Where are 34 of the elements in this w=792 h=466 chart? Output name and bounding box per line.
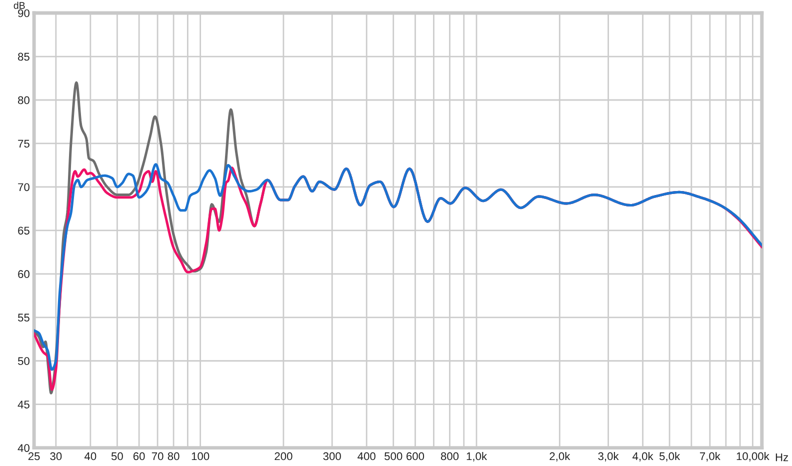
x-tick-label: 100 <box>192 452 210 460</box>
x-tick-label: 400 <box>358 452 376 460</box>
x-tick-label: 600 <box>406 452 424 460</box>
y-tick-label: 90 <box>18 9 30 18</box>
x-tick-label: 4,0k <box>632 452 654 462</box>
y-axis-title: dB <box>14 2 25 9</box>
x-tick-label: 60 <box>133 452 145 460</box>
x-tick-label: 80 <box>168 452 180 460</box>
y-tick-label: 80 <box>18 96 30 104</box>
y-tick-label: 70 <box>18 183 30 192</box>
y-tick-label: 45 <box>18 400 30 408</box>
x-axis-title: Hz <box>776 453 788 462</box>
x-tick-label: 30 <box>50 452 62 460</box>
y-tick-label: 50 <box>18 357 30 366</box>
y-tick-label: 55 <box>18 314 30 322</box>
x-tick-label: 25 <box>28 452 40 460</box>
y-tick-label: 40 <box>18 444 30 452</box>
y-tick-label: 60 <box>18 270 30 278</box>
x-tick-label: 200 <box>274 452 292 460</box>
x-tick-label: 70 <box>152 452 164 460</box>
x-tick-label: 2,0k <box>550 452 570 462</box>
x-tick-label: 800 <box>440 452 459 460</box>
x-tick-label: 40 <box>84 452 96 460</box>
x-tick-label: 7,0k <box>700 452 720 462</box>
y-tick-label: 85 <box>18 52 30 61</box>
y-tick-label: 65 <box>18 226 30 235</box>
x-tick-label: 10,00k <box>736 452 770 462</box>
x-tick-label: 3,0k <box>598 452 619 462</box>
x-tick-label: 5,0k <box>659 452 680 462</box>
x-tick-label: 50 <box>111 452 123 460</box>
y-tick-label: 75 <box>18 140 30 148</box>
x-tick-label: 1,0k <box>466 452 488 462</box>
x-tick-label: 300 <box>323 452 341 460</box>
x-tick-label: 500 <box>384 452 402 460</box>
